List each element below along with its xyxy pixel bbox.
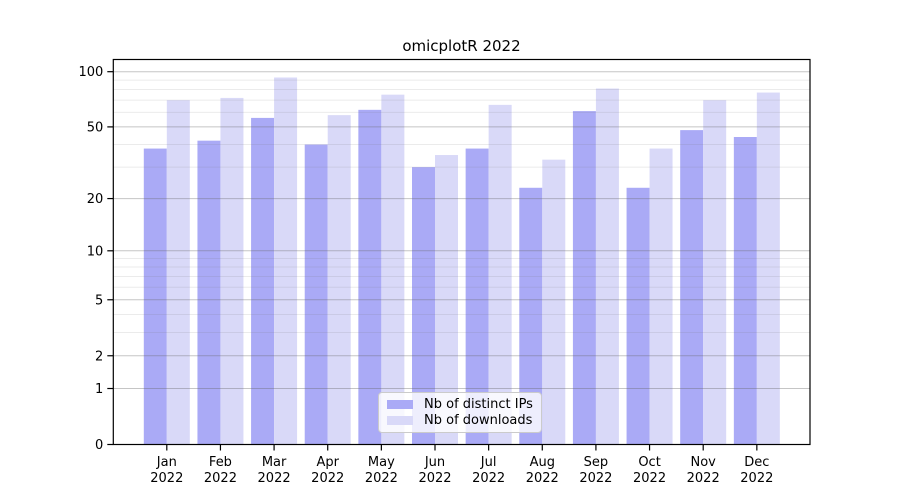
x-tick-label-year: 2022 — [687, 471, 720, 486]
bar-downloads — [488, 104, 512, 445]
bar-distinct-ips — [251, 117, 275, 445]
x-tick-label-month: Aug — [530, 455, 555, 470]
bar-distinct-ips — [358, 109, 382, 445]
bar-downloads — [595, 88, 619, 445]
legend-item: Nb of distinct IPs — [379, 398, 541, 411]
legend-label: Nb of downloads — [424, 413, 533, 428]
bar-downloads — [756, 92, 780, 445]
bar-distinct-ips — [465, 148, 489, 445]
legend-item: Nb of downloads — [379, 414, 541, 427]
axis-frame — [112, 58, 811, 446]
bar-downloads — [435, 155, 458, 445]
bar-distinct-ips — [304, 144, 328, 445]
legend-label: Nb of distinct IPs — [424, 397, 533, 412]
y-tick-label: 0 — [95, 438, 103, 453]
x-tick-label-year: 2022 — [418, 471, 451, 486]
x-tick-label-month: Apr — [316, 455, 339, 470]
y-tick-label: 20 — [87, 192, 104, 207]
bar-distinct-ips — [143, 148, 167, 445]
bar-downloads — [274, 77, 298, 445]
x-tick-label-month: Jul — [480, 455, 497, 470]
bar-distinct-ips — [733, 137, 757, 445]
bar-downloads — [649, 148, 673, 445]
y-tick-label: 50 — [87, 120, 104, 135]
bar-distinct-ips — [519, 187, 543, 445]
x-tick-label-year: 2022 — [204, 471, 237, 486]
x-tick-label-year: 2022 — [740, 471, 773, 486]
x-tick-label-month: Jun — [424, 455, 445, 470]
x-tick-label-month: Sep — [584, 455, 609, 470]
legend-swatch-distinct-ips — [387, 400, 413, 409]
bar-downloads — [542, 159, 566, 445]
bar-downloads — [220, 97, 244, 445]
x-tick-label-year: 2022 — [579, 471, 612, 486]
x-tick-label-year: 2022 — [526, 471, 559, 486]
bar-downloads — [703, 100, 727, 445]
chart-title: omicplotR 2022 — [402, 37, 521, 55]
x-tick-label-month: May — [368, 455, 395, 470]
x-tick-label-month: Jan — [156, 455, 177, 470]
x-tick-label-year: 2022 — [311, 471, 344, 486]
bar-downloads — [327, 115, 351, 445]
x-tick-label-year: 2022 — [472, 471, 505, 486]
x-tick-label-year: 2022 — [365, 471, 398, 486]
y-tick-label: 10 — [87, 244, 104, 259]
bar-distinct-ips — [626, 187, 650, 445]
x-tick-label-month: Feb — [209, 455, 232, 470]
y-tick-label: 1 — [95, 382, 103, 397]
x-tick-label-year: 2022 — [258, 471, 291, 486]
x-tick-label-month: Dec — [744, 455, 769, 470]
bar-distinct-ips — [572, 111, 596, 445]
legend-swatch-downloads — [387, 416, 413, 425]
x-tick-label-month: Mar — [262, 455, 287, 470]
bar-distinct-ips — [680, 130, 704, 445]
x-tick-label-year: 2022 — [633, 471, 666, 486]
legend: Nb of distinct IPs Nb of downloads — [378, 392, 542, 433]
y-tick-label: 5 — [95, 293, 103, 308]
x-tick-label-month: Nov — [691, 455, 717, 470]
bar-downloads — [166, 100, 190, 445]
bar-downloads — [381, 94, 405, 445]
x-tick-label-month: Oct — [638, 455, 660, 470]
y-tick-label: 100 — [78, 65, 103, 80]
y-tick-label: 2 — [95, 349, 103, 364]
x-tick-label-year: 2022 — [150, 471, 183, 486]
bar-distinct-ips — [412, 167, 435, 445]
bar-distinct-ips — [197, 140, 221, 445]
